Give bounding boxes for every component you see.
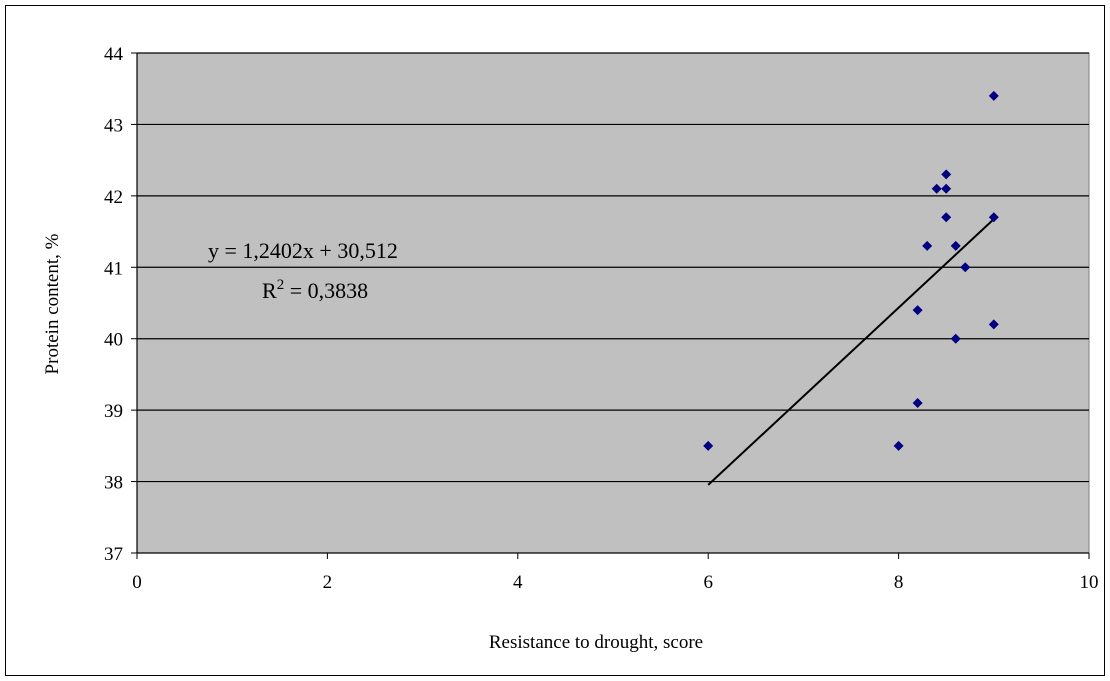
y-tick-label: 44	[104, 44, 124, 65]
y-tick-label: 39	[104, 401, 123, 422]
y-tick-label: 43	[104, 115, 123, 136]
y-tick-label: 41	[104, 258, 123, 279]
data-point	[988, 212, 999, 223]
x-tick-label: 4	[513, 572, 523, 593]
y-tick-label: 37	[104, 544, 123, 565]
x-tick-label: 0	[132, 572, 142, 593]
data-point	[893, 440, 904, 451]
x-tick-label: 6	[703, 572, 713, 593]
r-squared-symbol: R	[262, 278, 277, 303]
r-squared-value: = 0,3838	[284, 278, 368, 303]
data-point	[912, 398, 923, 408]
trendline-equation: y = 1,2402x + 30,512	[208, 238, 398, 263]
y-tick-label: 38	[104, 473, 123, 494]
data-point	[703, 440, 714, 451]
r-squared-superscript: 2	[277, 277, 285, 293]
y-axis-tick-labels: 37 38 39 40 41 42 43 44	[104, 44, 124, 565]
y-axis-title: Protein content, %	[42, 233, 63, 374]
data-point	[941, 212, 952, 223]
x-tick-label: 8	[894, 572, 904, 593]
gridlines	[137, 52, 1089, 483]
x-axis-title: Resistance to drought, score	[489, 632, 703, 653]
data-point	[950, 240, 961, 251]
data-point	[922, 240, 933, 251]
plot-area	[136, 52, 1090, 554]
data-points	[703, 90, 999, 451]
data-point	[960, 262, 971, 273]
data-point	[912, 305, 923, 316]
r-squared-label: R2 = 0,3838	[262, 277, 368, 303]
data-point	[988, 319, 999, 330]
data-point	[950, 333, 961, 344]
y-tick-label: 42	[104, 187, 123, 208]
data-point	[931, 183, 942, 194]
x-tick-label: 2	[323, 572, 333, 593]
data-point	[988, 90, 999, 101]
data-point	[941, 169, 952, 180]
data-point	[941, 183, 952, 194]
trendline	[707, 218, 995, 486]
x-axis-tick-labels: 0 2 4 6 8 10	[132, 572, 1098, 593]
y-tick-label: 40	[104, 330, 123, 351]
axes	[131, 52, 1090, 559]
x-tick-label: 10	[1080, 572, 1099, 593]
